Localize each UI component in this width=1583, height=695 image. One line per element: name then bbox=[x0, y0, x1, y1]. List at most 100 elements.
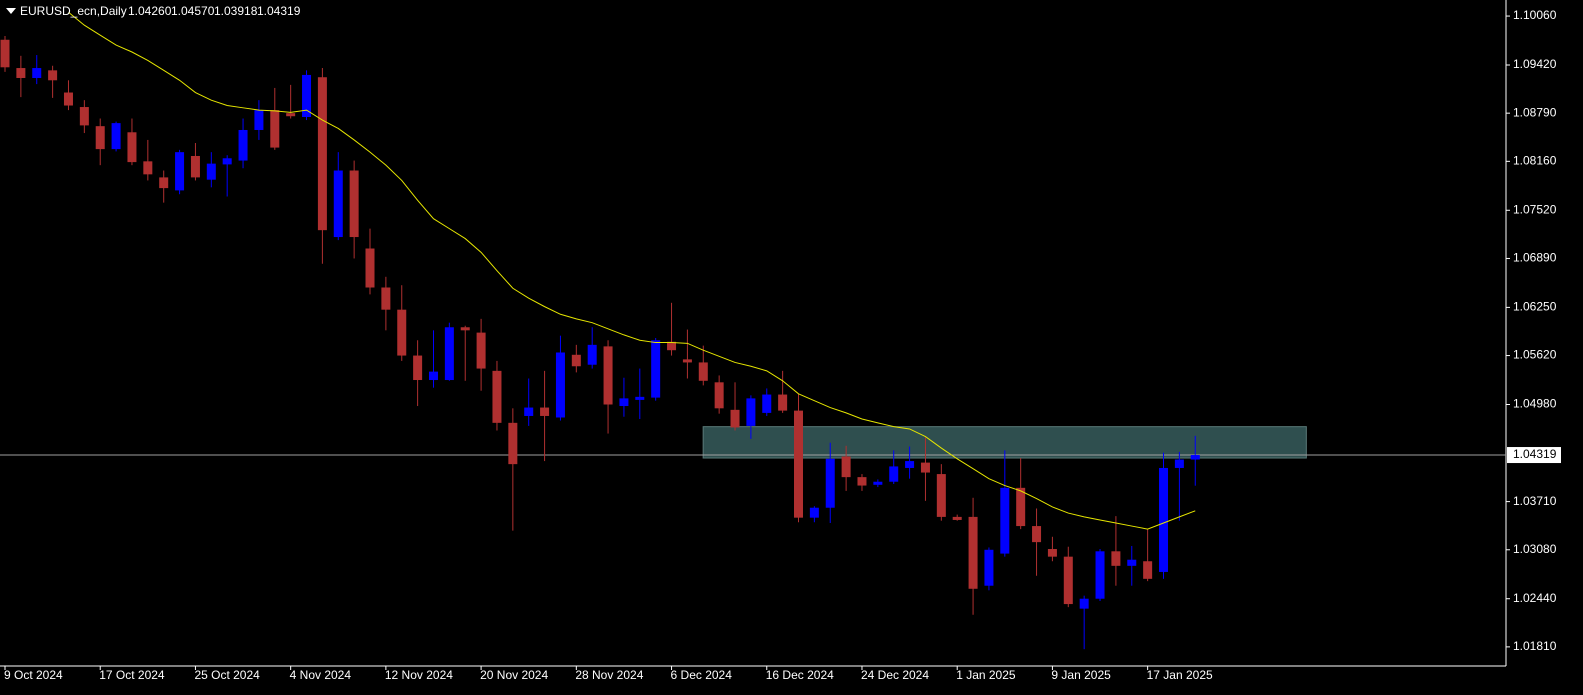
candle-body bbox=[460, 327, 470, 331]
y-tick-label: 1.06250 bbox=[1513, 300, 1557, 314]
candle-body bbox=[1159, 467, 1169, 572]
y-tick-label: 1.01810 bbox=[1513, 639, 1557, 653]
candle-body bbox=[1016, 487, 1026, 527]
menu-arrow bbox=[6, 8, 16, 14]
candle-body bbox=[413, 355, 423, 381]
x-tick-label: 24 Dec 2024 bbox=[861, 668, 929, 682]
y-tick-label: 1.09420 bbox=[1513, 57, 1557, 71]
candle-body bbox=[508, 422, 518, 465]
candle-body bbox=[651, 340, 661, 398]
candle-body bbox=[428, 371, 438, 381]
candle-body bbox=[143, 161, 153, 175]
candle-body bbox=[603, 346, 613, 405]
candle-body bbox=[905, 461, 915, 468]
y-tick-label: 1.04980 bbox=[1513, 397, 1557, 411]
candle-body bbox=[476, 332, 486, 369]
candle-body bbox=[333, 170, 343, 238]
candle-body bbox=[571, 354, 581, 367]
candle-body bbox=[317, 77, 327, 231]
x-tick-label: 28 Nov 2024 bbox=[575, 668, 643, 682]
x-tick-label: 4 Nov 2024 bbox=[290, 668, 352, 682]
candle-body bbox=[159, 177, 169, 189]
candle-body bbox=[714, 382, 724, 409]
candle-body bbox=[1190, 455, 1200, 460]
x-tick-label: 17 Jan 2025 bbox=[1147, 668, 1213, 682]
candle-body bbox=[889, 466, 899, 482]
candle-body bbox=[619, 398, 629, 407]
candle-body bbox=[286, 113, 296, 117]
candle-body bbox=[635, 396, 645, 400]
quote-low: 1.03918 bbox=[214, 4, 258, 18]
candle-body bbox=[555, 352, 565, 418]
candle-body bbox=[1063, 556, 1073, 605]
candle-body bbox=[1047, 549, 1057, 557]
candle-body bbox=[952, 516, 962, 520]
candle-body bbox=[127, 132, 137, 163]
candle-body bbox=[1095, 551, 1105, 599]
y-tick-label: 1.06890 bbox=[1513, 251, 1557, 265]
x-tick-label: 25 Oct 2024 bbox=[194, 668, 260, 682]
x-tick-label: 12 Nov 2024 bbox=[385, 668, 453, 682]
y-tick-label: 1.07520 bbox=[1513, 202, 1557, 216]
x-tick-label: 17 Oct 2024 bbox=[99, 668, 165, 682]
marks-layer bbox=[0, 11, 1200, 650]
quote-high: 1.04570 bbox=[171, 4, 215, 18]
candle-body bbox=[381, 287, 391, 310]
candle-body bbox=[222, 158, 232, 165]
chart-title: EURUSD_ecn,Daily bbox=[20, 4, 127, 18]
candle-body bbox=[16, 68, 26, 78]
y-tick-label: 1.03080 bbox=[1513, 542, 1557, 556]
moving-average bbox=[68, 11, 1196, 530]
y-tick-label: 1.05620 bbox=[1513, 348, 1557, 362]
y-tick-label: 1.08160 bbox=[1513, 154, 1557, 168]
x-tick-label: 9 Oct 2024 bbox=[4, 668, 63, 682]
candle-body bbox=[841, 456, 851, 478]
candle-body bbox=[206, 163, 216, 180]
candle-body bbox=[1127, 559, 1137, 566]
quote-open: 1.04260 bbox=[128, 4, 172, 18]
y-tick-label: 1.03710 bbox=[1513, 494, 1557, 508]
overlay-layer: EURUSD_ecn,Daily 1.04260 1.04570 1.03918… bbox=[6, 4, 1561, 464]
candle-body bbox=[1174, 459, 1184, 468]
candle-body bbox=[48, 70, 58, 81]
candle-body bbox=[254, 110, 264, 130]
candle-body bbox=[349, 170, 359, 238]
candle-body bbox=[698, 362, 708, 381]
candle-body bbox=[492, 370, 502, 423]
candle-body bbox=[825, 458, 835, 508]
x-tick-label: 9 Jan 2025 bbox=[1051, 668, 1111, 682]
candle-body bbox=[190, 155, 200, 178]
candle-body bbox=[444, 327, 454, 381]
candle-body bbox=[540, 407, 550, 416]
candle-body bbox=[778, 394, 788, 411]
candle-body bbox=[587, 344, 597, 365]
candle-body bbox=[63, 92, 73, 106]
candle-body bbox=[1079, 598, 1089, 609]
quote-close: 1.04319 bbox=[257, 4, 301, 18]
y-tick-label: 1.08790 bbox=[1513, 105, 1557, 119]
x-tick-label: 6 Dec 2024 bbox=[671, 668, 733, 682]
candle-body bbox=[873, 481, 883, 485]
candle-body bbox=[365, 248, 375, 288]
candle-body bbox=[730, 409, 740, 428]
candle-body bbox=[0, 39, 10, 68]
price-label: 1.04319 bbox=[1513, 447, 1557, 461]
candle-body bbox=[302, 74, 312, 117]
candle-body bbox=[111, 123, 121, 150]
candle-body bbox=[809, 507, 819, 518]
candle-body bbox=[1032, 526, 1042, 543]
candle-body bbox=[1111, 551, 1121, 566]
candle-body bbox=[1143, 561, 1153, 579]
candle-body bbox=[32, 68, 42, 78]
candle-body bbox=[397, 309, 407, 356]
candle-body bbox=[95, 126, 105, 150]
candle-body bbox=[746, 398, 756, 426]
candle-body bbox=[984, 549, 994, 586]
candle-body bbox=[667, 341, 677, 351]
candle-body bbox=[175, 152, 185, 191]
candle-body bbox=[936, 474, 946, 517]
candle-body bbox=[968, 516, 978, 589]
